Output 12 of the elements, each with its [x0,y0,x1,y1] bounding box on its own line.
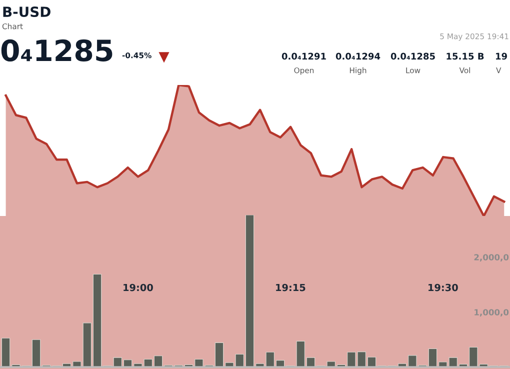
annotation: 1,000,0 [474,309,509,316]
text: 15.15 B [446,52,484,60]
x-tick-label: 19:30 [428,284,458,292]
annotation: 2,000,0 [474,254,509,262]
text: 19 [496,52,507,60]
text: 0.0₄1285 [390,52,435,60]
x-tick-label: 19:00 [124,284,153,292]
chart-title: B-USD [3,6,50,18]
text: 0.0₄1294 [336,52,380,60]
x-tick-label: 19:15 [276,284,306,292]
text: 0₄1285 [1,39,112,62]
text: 0.0₄1291 [282,52,326,60]
